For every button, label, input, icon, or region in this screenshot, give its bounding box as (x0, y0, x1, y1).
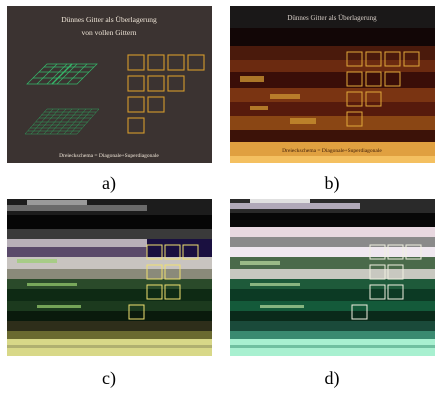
triangle-scheme (127, 54, 205, 134)
panel-d (230, 199, 435, 356)
caption-b: b) (324, 173, 340, 193)
panel-b-title: Dünnes Gitter als Überlagerung (287, 14, 377, 22)
panel-c (7, 199, 212, 356)
panel-b-slide: Dünnes Gitter als Überlagerung Dreiecksc… (230, 6, 435, 163)
caption-d: d) (324, 368, 340, 388)
upper-grid (26, 63, 98, 85)
panel-b: Dünnes Gitter als Überlagerung Dreiecksc… (230, 6, 435, 163)
panel-b-footer: Dreieckschema = Diagonale+Superdiagonale (282, 148, 382, 154)
panel-a-footer: Dreieckschema = Diagonale+Superdiagonale (59, 153, 159, 159)
panel-c-slide (7, 199, 212, 356)
panel-a-slide: Dünnes Gitter als Überlagerung von volle… (7, 6, 212, 163)
panel-a: Dünnes Gitter als Überlagerung von volle… (7, 6, 212, 163)
panel-d-slide (230, 199, 435, 356)
lower-grid (24, 108, 100, 135)
caption-c: c) (102, 368, 116, 388)
panel-a-title-line2: von vollen Gittern (82, 28, 137, 37)
panel-a-title-line1: Dünnes Gitter als Überlagerung (61, 15, 157, 24)
caption-a: a) (102, 173, 116, 193)
